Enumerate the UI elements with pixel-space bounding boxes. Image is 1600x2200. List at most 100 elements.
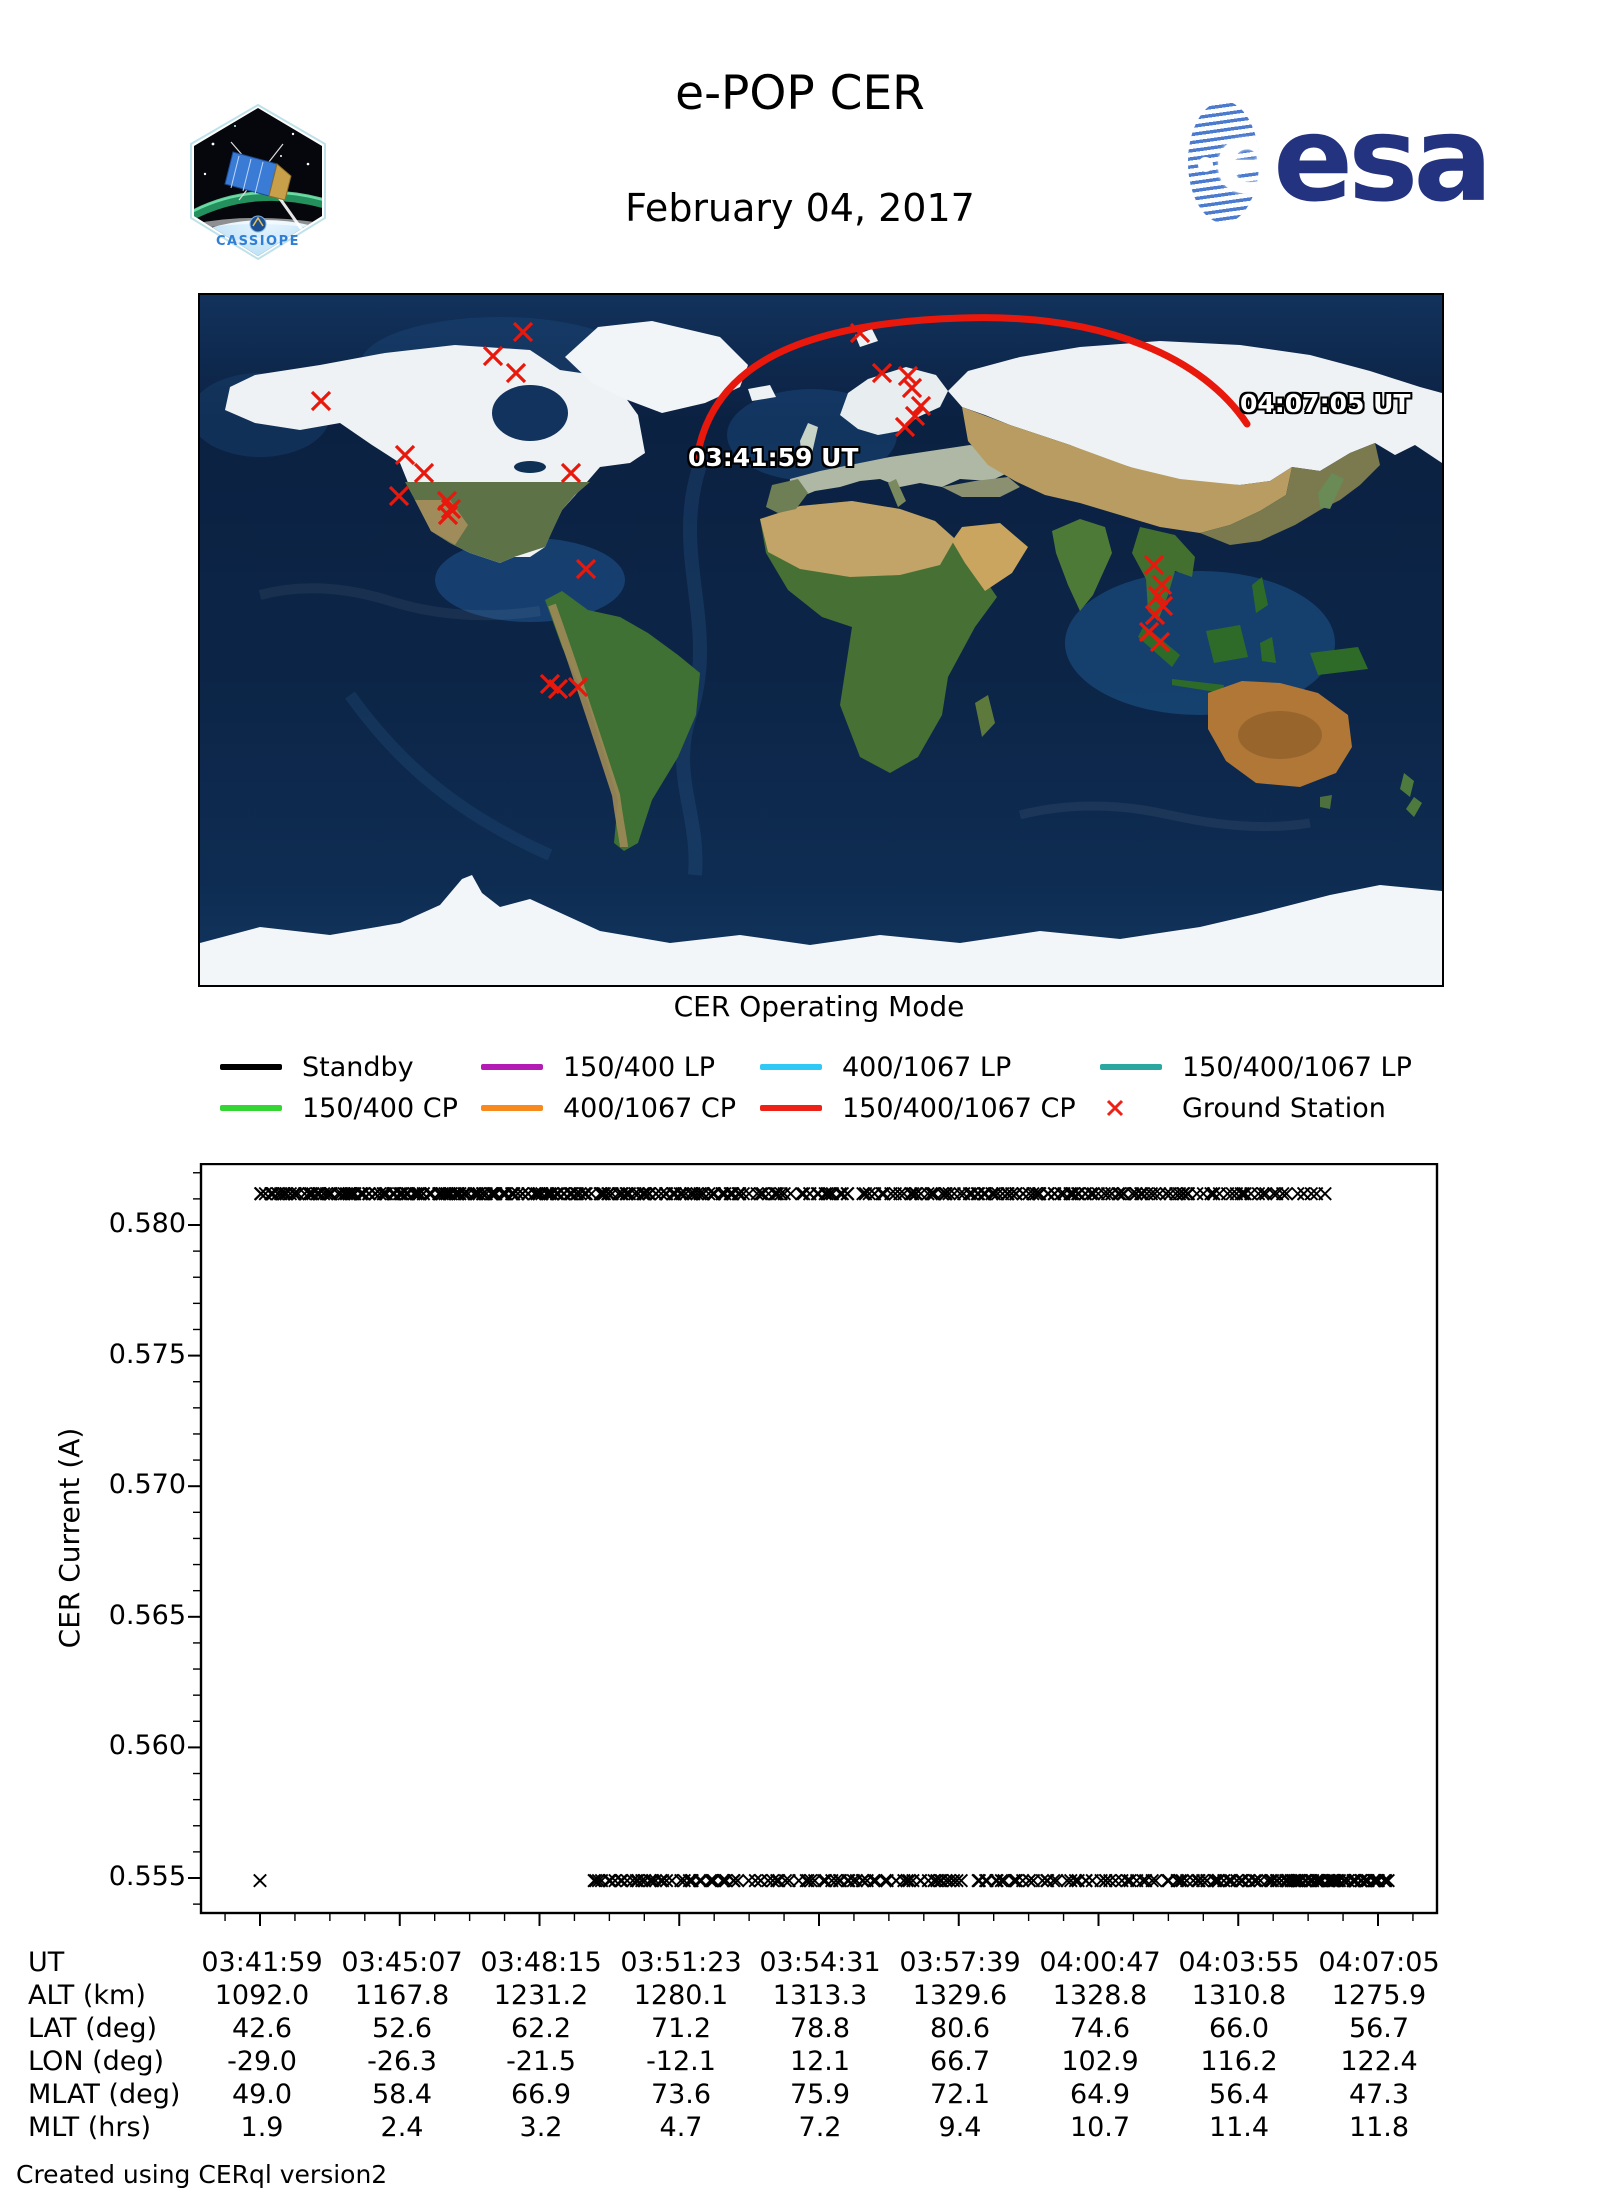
legend-item-150-400-lp: 150/400 LP xyxy=(481,1050,715,1084)
ground-station-marker xyxy=(575,558,597,580)
legend-item-150-400-1067-cp: 150/400/1067 CP xyxy=(760,1091,1076,1125)
scatter-x-marker xyxy=(1072,1186,1086,1201)
table-cell: 1313.3 xyxy=(772,1980,868,2011)
table-cell: 80.6 xyxy=(929,2013,991,2044)
scatter-x-marker xyxy=(1029,1186,1043,1201)
table-cell: 66.0 xyxy=(1208,2013,1270,2044)
scatter-x-marker xyxy=(673,1186,688,1201)
scatter-x-marker xyxy=(856,1186,870,1201)
scatter-x-marker xyxy=(765,1873,780,1888)
legend-line-swatch xyxy=(220,1064,282,1070)
scatter-x-marker xyxy=(654,1186,669,1201)
scatter-x-marker xyxy=(484,1186,499,1201)
scatter-x-marker xyxy=(1015,1873,1030,1888)
scatter-x-marker xyxy=(1108,1873,1123,1888)
ground-station-marker xyxy=(849,322,871,344)
legend-line-swatch xyxy=(760,1105,822,1111)
scatter-x-marker xyxy=(504,1186,519,1201)
scatter-x-marker xyxy=(866,1873,881,1888)
scatter-x-marker xyxy=(731,1186,746,1201)
ground-station-marker xyxy=(567,676,589,698)
table-row-ut: UT 03:41:59 03:45:07 03:48:15 03:51:23 03:54:… xyxy=(0,1946,1600,1980)
table-cell: 1280.1 xyxy=(633,1980,729,2011)
scatter-x-marker xyxy=(361,1186,376,1201)
table-cell: 66.7 xyxy=(929,2046,991,2077)
ground-station-marker xyxy=(512,321,534,343)
table-cell: 56.7 xyxy=(1348,2013,1410,2044)
scatter-x-marker xyxy=(276,1186,291,1201)
scatter-x-marker xyxy=(782,1873,796,1888)
scatter-x-marker xyxy=(770,1186,785,1201)
scatter-x-marker xyxy=(878,1873,892,1888)
table-cell: 12.1 xyxy=(789,2046,851,2077)
table-cell: 1.9 xyxy=(240,2112,284,2143)
scatter-x-marker xyxy=(971,1186,986,1201)
scatter-x-marker xyxy=(783,1186,798,1201)
y-tick-label: 0.555 xyxy=(108,1861,186,1892)
scatter-x-marker xyxy=(1224,1873,1239,1888)
scatter-x-marker xyxy=(638,1186,653,1201)
ground-station-marker xyxy=(440,498,462,520)
scatter-x-marker xyxy=(730,1873,745,1888)
scatter-x-marker xyxy=(1230,1873,1244,1888)
table-cell: 66.9 xyxy=(510,2079,572,2110)
table-cell: -26.3 xyxy=(367,2046,437,2077)
scatter-x-marker xyxy=(319,1186,334,1201)
scatter-x-marker xyxy=(1148,1873,1163,1888)
legend-line-swatch xyxy=(481,1105,543,1111)
scatter-x-marker xyxy=(591,1873,606,1888)
scandinavia xyxy=(840,367,948,435)
table-cell: 03:51:23 xyxy=(620,1947,742,1978)
scatter-x-marker xyxy=(1040,1186,1055,1201)
ground-station-marker xyxy=(910,395,932,417)
table-cell: 42.6 xyxy=(231,2013,293,2044)
ground-station-marker xyxy=(413,462,435,484)
scatter-x-marker xyxy=(305,1186,320,1201)
ground-station-marker xyxy=(871,362,893,384)
asia-siberia xyxy=(948,341,1442,485)
scatter-x-marker xyxy=(820,1186,834,1201)
ground-station-marker xyxy=(1144,604,1166,626)
scatter-x-marker xyxy=(950,1873,964,1888)
scatter-x-marker xyxy=(840,1186,855,1201)
scatter-x-marker xyxy=(696,1186,710,1201)
scatter-x-marker xyxy=(741,1873,756,1888)
scatter-x-marker xyxy=(1247,1873,1262,1888)
legend-item-150-400-1067-lp: 150/400/1067 LP xyxy=(1100,1050,1412,1084)
y-tick-label: 0.580 xyxy=(108,1208,186,1239)
scatter-x-marker xyxy=(800,1873,815,1888)
scatter-x-marker xyxy=(893,1186,907,1201)
legend-item-400-1067-cp: 400/1067 CP xyxy=(481,1091,736,1125)
scatter-x-marker xyxy=(1256,1186,1270,1201)
table-cell: 03:54:31 xyxy=(759,1947,881,1978)
scatter-x-marker xyxy=(921,1186,935,1201)
scatter-x-marker xyxy=(1299,1873,1313,1888)
table-cell: 03:48:15 xyxy=(480,1947,602,1978)
ground-station-marker xyxy=(1151,574,1173,596)
scatter-x-marker xyxy=(924,1186,939,1201)
scatter-x-marker xyxy=(1275,1186,1290,1201)
table-cell: 1329.6 xyxy=(912,1980,1008,2011)
scatter-x-marker xyxy=(804,1873,818,1888)
scatter-x-marker xyxy=(511,1186,525,1201)
ground-station-marker xyxy=(388,485,410,507)
legend-item-150-400-cp: 150/400 CP xyxy=(220,1091,458,1125)
ground-station-marker xyxy=(901,377,923,399)
scatter-x-marker xyxy=(1086,1186,1101,1201)
scatter-x-marker xyxy=(603,1873,618,1888)
antarctica xyxy=(200,875,1442,985)
ground-station-marker xyxy=(894,416,916,438)
scatter-x-marker xyxy=(1111,1186,1126,1201)
scatter-x-marker xyxy=(935,1186,950,1201)
scatter-x-marker xyxy=(818,1873,833,1888)
scatter-x-marker xyxy=(659,1873,674,1888)
scatter-x-marker xyxy=(748,1873,763,1888)
legend-item-400-1067-lp: 400/1067 LP xyxy=(760,1050,1011,1084)
esa-globe-icon: e xyxy=(1188,101,1260,223)
scatter-x-marker xyxy=(1147,1186,1162,1201)
table-cell: 03:45:07 xyxy=(341,1947,463,1978)
table-cell: 7.2 xyxy=(798,2112,842,2143)
scatter-x-marker xyxy=(254,1186,269,1201)
scatter-x-marker xyxy=(411,1186,426,1201)
scatter-x-marker xyxy=(829,1873,843,1888)
